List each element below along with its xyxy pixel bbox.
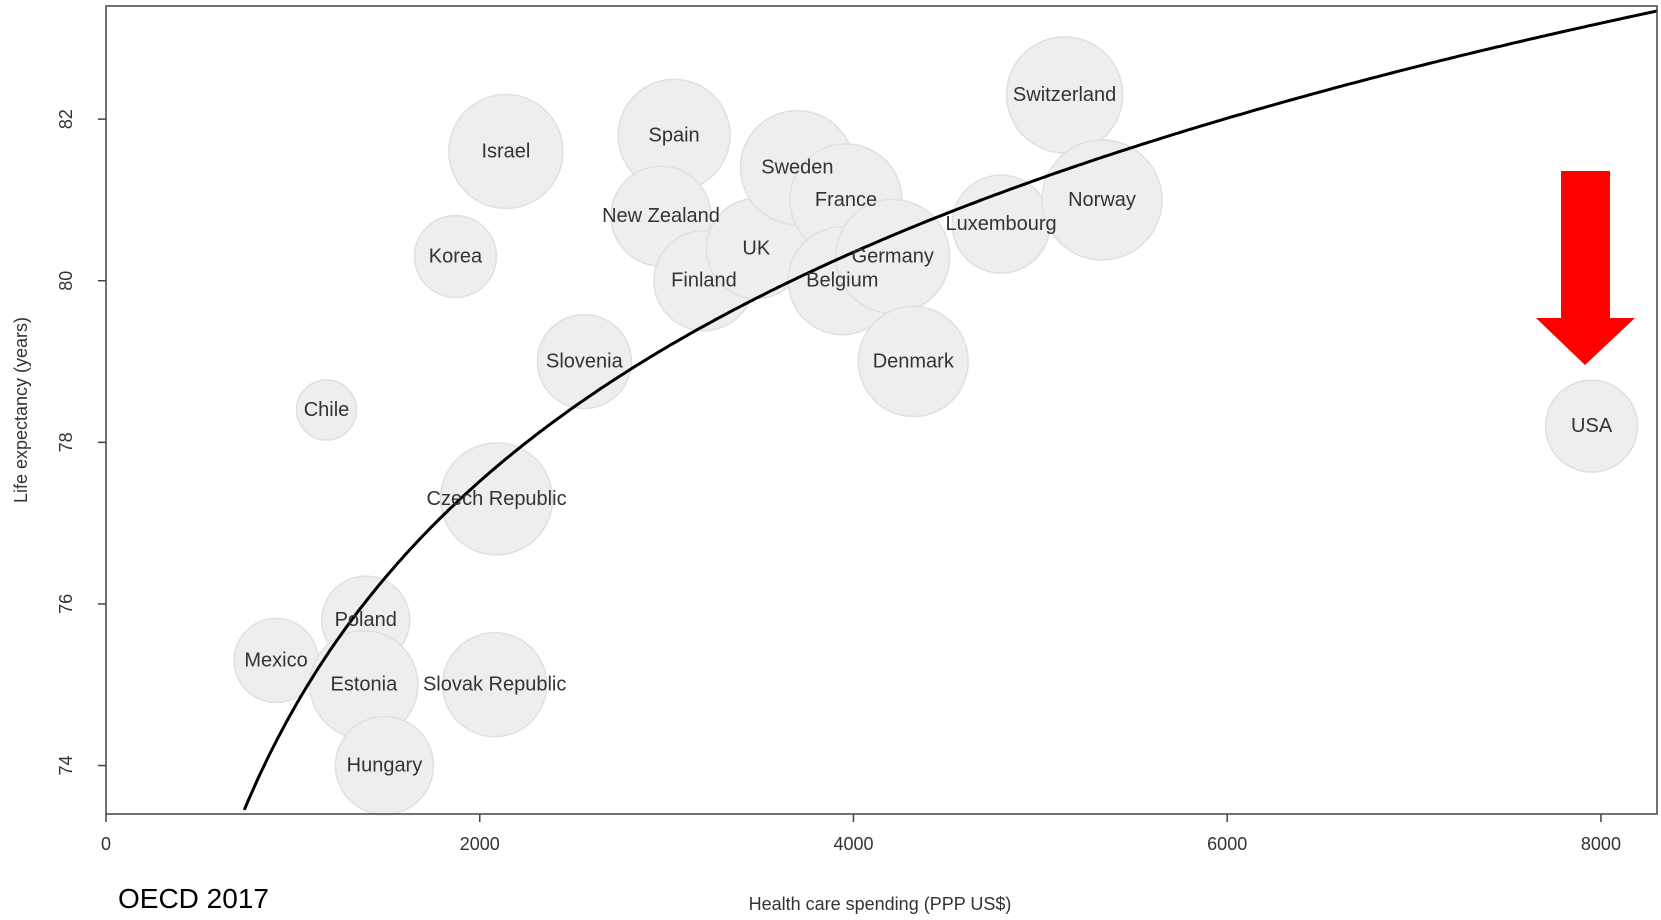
bubble-label-belgium: Belgium: [806, 270, 878, 292]
bubble-label-sweden: Sweden: [761, 157, 833, 179]
source-note: OECD 2017: [118, 883, 269, 914]
x-tick-label: 4000: [833, 834, 873, 854]
x-tick-label: 8000: [1581, 834, 1621, 854]
down-arrow-icon: [1536, 171, 1635, 365]
bubble-label-new-zealand: New Zealand: [602, 205, 720, 227]
bubble-label-poland: Poland: [335, 609, 397, 631]
bubble-label-mexico: Mexico: [244, 649, 307, 671]
bubble-israel: [448, 93, 564, 210]
y-tick-label: 82: [56, 109, 76, 129]
bubble-label-israel: Israel: [481, 140, 530, 162]
y-tick-label: 80: [56, 271, 76, 291]
bubble-czech-republic: [439, 442, 554, 556]
bubble-label-usa: USA: [1571, 415, 1613, 437]
y-tick-label: 78: [56, 432, 76, 452]
x-tick-label: 6000: [1207, 834, 1247, 854]
bubble-label-denmark: Denmark: [873, 351, 955, 373]
bubble-chile: [295, 379, 358, 441]
axes-layer: 0 2000 4000 6000 8000 74 76 78 80 82: [56, 109, 1621, 854]
bubble-norway: [1041, 139, 1163, 261]
x-tick-label: 2000: [460, 834, 500, 854]
x-tick-label: 0: [101, 834, 111, 854]
bubble-slovak-republic: [441, 631, 548, 738]
bubble-label-france: France: [815, 189, 877, 211]
bubbles-layer: [233, 36, 1639, 816]
bubble-denmark: [857, 305, 970, 418]
bubble-label-estonia: Estonia: [331, 674, 399, 696]
bubble-label-korea: Korea: [429, 245, 483, 267]
bubble-label-czech-republic: Czech Republic: [427, 488, 567, 510]
plot-frame: [105, 5, 1658, 815]
bubble-usa: [1544, 379, 1639, 473]
bubble-label-luxembourg: Luxembourg: [946, 213, 1057, 235]
bubble-label-hungary: Hungary: [347, 755, 423, 777]
y-axis-title: Life expectancy (years): [11, 317, 31, 503]
x-axis-title: Health care spending (PPP US$): [749, 894, 1012, 914]
bubble-label-spain: Spain: [648, 124, 699, 146]
y-tick-label: 76: [56, 594, 76, 614]
bubble-label-finland: Finland: [671, 270, 737, 292]
bubble-label-slovak-republic: Slovak Republic: [423, 674, 566, 696]
bubble-label-uk: UK: [742, 237, 770, 259]
bubble-label-chile: Chile: [304, 399, 350, 421]
bubble-label-norway: Norway: [1068, 189, 1136, 211]
bubble-label-switzerland: Switzerland: [1013, 84, 1116, 106]
labels-layer: Chile Korea Israel Slovenia Czech Republic Me…: [244, 84, 1612, 777]
bubble-korea: [413, 214, 498, 299]
bubble-label-slovenia: Slovenia: [546, 351, 624, 373]
bubble-label-germany: Germany: [852, 245, 934, 267]
trend-line: [242, 9, 1658, 811]
y-tick-label: 74: [56, 756, 76, 776]
